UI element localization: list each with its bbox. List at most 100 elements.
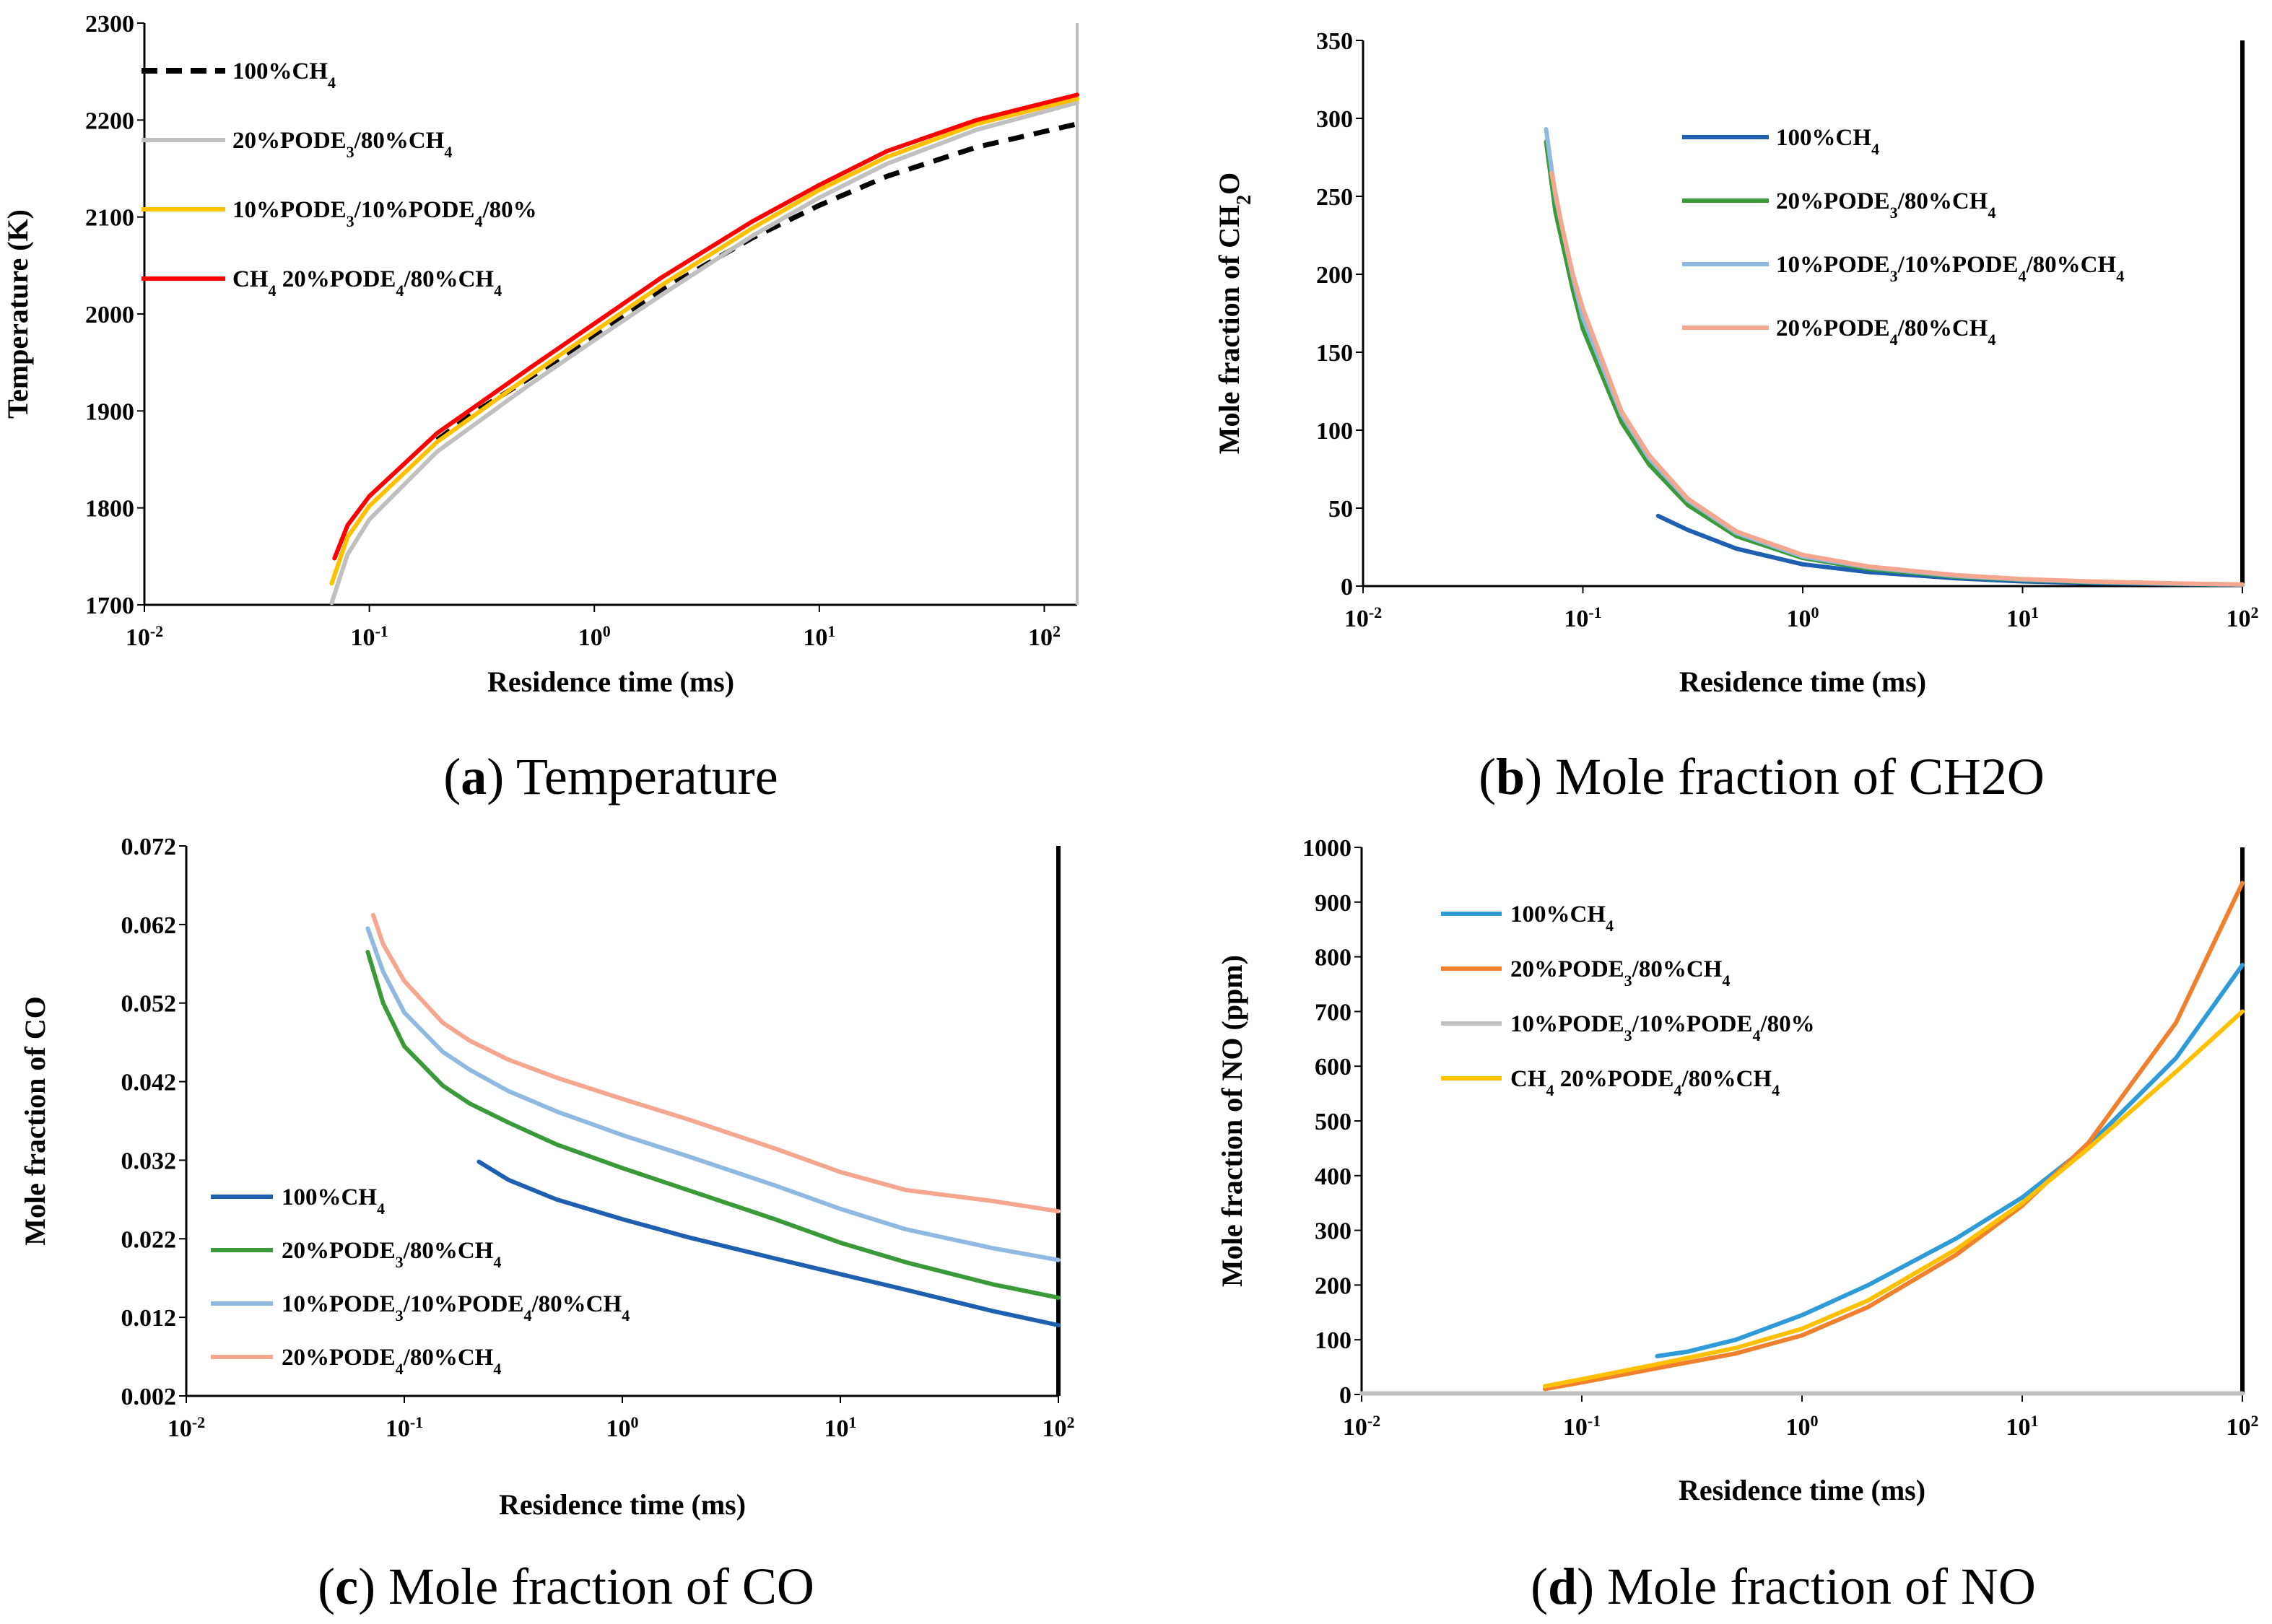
chart-c: 0.002 0.012 0.022 0.032 0.042 0.052 0.062 0.072… <box>19 834 1075 1615</box>
y-tick-label: 1700 <box>85 593 134 619</box>
y-axis-label: Mole fraction of CH2O <box>1213 173 1255 455</box>
y-tick-label: 0.062 <box>121 912 177 939</box>
legend: 100%CH4 20%PODE3/80%CH4 10%PODE3/10%PODE4/… <box>211 1184 630 1378</box>
y-tick-label: 350 <box>1316 28 1353 55</box>
x-tick-label: 100 <box>606 1413 639 1443</box>
series-line-10-pode3-10-pode4-80-ch4 <box>1544 127 2245 587</box>
series-line-20-pode3-80-ch4 <box>365 950 1061 1300</box>
x-tick-label: 100 <box>1787 603 1819 633</box>
series-line-100-ch4 <box>435 121 1078 442</box>
x-tick-label: 10-1 <box>386 1413 423 1443</box>
y-tick-label: 0.052 <box>121 991 177 1018</box>
y-tick-label: 700 <box>1315 999 1352 1026</box>
chart-d: 0 100 200 300 400 500 600 700 800 900 1000 10-2 10-1… <box>1216 835 2259 1615</box>
legend: 100%CH4 20%PODE3/80%CH4 10%PODE3/10%PODE4/… <box>1441 902 1815 1099</box>
series-line-20-pode4-80-ch4 <box>1549 170 2245 587</box>
y-tick-label: 50 <box>1328 496 1353 523</box>
legend-label: 20%PODE3/80%CH4 <box>1776 188 1995 222</box>
legend-label: 100%CH4 <box>282 1184 385 1218</box>
series-line-20-pode4-80-ch4 <box>332 92 1079 561</box>
y-tick-label: 300 <box>1315 1218 1352 1245</box>
y-tick-label: 0.012 <box>121 1305 177 1332</box>
x-tick-label: 10-1 <box>1563 1412 1601 1441</box>
legend-label: CH4 20%PODE4/80%CH4 <box>232 266 502 300</box>
y-tick-label: 200 <box>1316 262 1353 289</box>
y-tick-label: 1000 <box>1302 835 1352 862</box>
y-axis-label: Temperature (K) <box>1 209 34 419</box>
series-line-10-pode3-10-pode4-80-ch4 <box>365 926 1061 1262</box>
y-tick-label: 900 <box>1315 890 1352 917</box>
x-tick-label: 102 <box>2227 603 2259 633</box>
legend-label: 10%PODE3/10%PODE4/80%CH4 <box>1776 252 2124 285</box>
y-tick-label: 200 <box>1315 1272 1352 1299</box>
chart-caption: (c) Mole fraction of CO <box>318 1558 814 1615</box>
y-tick-label: 1900 <box>85 398 134 425</box>
y-tick-label: 800 <box>1315 945 1352 972</box>
legend-label: 100%CH4 <box>1776 125 1879 158</box>
y-axis-label: Mole fraction of CO <box>19 996 51 1245</box>
y-tick-label: 2200 <box>85 108 134 134</box>
y-tick-label: 100 <box>1316 418 1353 445</box>
x-tick-label: 101 <box>2006 603 2039 633</box>
legend-label: 100%CH4 <box>232 58 336 92</box>
x-tick-label: 10-2 <box>167 1413 205 1443</box>
series-line-20-pode3-80-ch4 <box>329 100 1079 606</box>
x-tick-label: 100 <box>578 622 611 652</box>
series-line-100-ch4 <box>476 1159 1061 1327</box>
chart-b: 0 50 100 150 200 250 300 350 10-2 10-1 100 101 102 Re… <box>1213 28 2259 806</box>
y-tick-label: 2100 <box>85 205 134 232</box>
y-tick-label: 0.042 <box>121 1070 177 1096</box>
x-tick-label: 102 <box>1043 1413 1075 1443</box>
y-tick-label: 150 <box>1316 340 1353 367</box>
x-tick-label: 101 <box>2006 1412 2039 1441</box>
legend-label: 20%PODE3/80%CH4 <box>1510 956 1730 990</box>
y-tick-label: 1800 <box>85 496 134 523</box>
legend-label: 20%PODE4/80%CH4 <box>282 1345 501 1378</box>
x-tick-label: 10-2 <box>126 622 163 652</box>
x-axis-label: Residence time (ms) <box>499 1488 746 1521</box>
y-tick-label: 500 <box>1315 1109 1352 1135</box>
y-tick-label: 250 <box>1316 184 1353 211</box>
chart-caption: (b) Mole fraction of CH2O <box>1479 748 2045 806</box>
legend: 100%CH4 20%PODE3/80%CH4 10%PODE3/10%PODE4/… <box>1682 125 2124 349</box>
chart-a: 1700 1800 1900 2000 2100 2200 2300 10-2 10-1 100 1… <box>1 11 1079 806</box>
series-line-20-pode3-80-ch4 <box>1542 881 2245 1392</box>
series-line-20-pode4-80-ch4 <box>1542 1009 2245 1389</box>
legend-label: 20%PODE4/80%CH4 <box>1776 315 1995 349</box>
series-line-20-pode4-80-ch4 <box>370 912 1061 1214</box>
series-line-10-pode3-10-pode4-80-ch4 <box>329 96 1079 586</box>
x-tick-label: 102 <box>2227 1412 2259 1441</box>
legend: 100%CH4 20%PODE3/80%CH4 10%PODE3/10%PODE4/… <box>142 58 537 300</box>
legend-label: 10%PODE3/10%PODE4/80% <box>232 197 537 230</box>
legend-label: 100%CH4 <box>1510 902 1614 935</box>
legend-label: 10%PODE3/10%PODE4/80%CH4 <box>282 1291 630 1324</box>
x-tick-label: 10-2 <box>1343 1412 1380 1441</box>
x-tick-label: 102 <box>1028 622 1061 652</box>
x-axis-label: Residence time (ms) <box>1679 1474 1925 1506</box>
legend-label: 20%PODE3/80%CH4 <box>232 128 452 161</box>
y-tick-label: 300 <box>1316 106 1353 133</box>
y-tick-label: 0 <box>1341 574 1353 601</box>
y-tick-label: 0 <box>1339 1382 1352 1409</box>
chart-caption: (a) Temperature <box>443 748 778 806</box>
x-tick-label: 10-2 <box>1344 603 1382 633</box>
y-tick-label: 0.072 <box>121 834 177 860</box>
x-tick-label: 10-1 <box>1564 603 1601 633</box>
chart-caption: (d) Mole fraction of NO <box>1531 1558 2036 1615</box>
y-tick-label: 100 <box>1315 1327 1352 1354</box>
x-tick-label: 10-1 <box>350 622 388 652</box>
series-line-100-ch4 <box>1655 963 2245 1358</box>
legend-label: CH4 20%PODE4/80%CH4 <box>1510 1066 1780 1099</box>
y-tick-label: 0.032 <box>121 1148 177 1174</box>
y-tick-label: 2000 <box>85 302 134 328</box>
y-tick-label: 600 <box>1315 1054 1352 1081</box>
x-tick-label: 101 <box>803 622 835 652</box>
y-tick-label: 2300 <box>85 11 134 38</box>
x-axis-label: Residence time (ms) <box>487 665 734 698</box>
x-tick-label: 101 <box>824 1413 857 1443</box>
y-axis-label: Mole fraction of NO (ppm) <box>1216 955 1248 1287</box>
legend-label: 10%PODE3/10%PODE4/80% <box>1510 1011 1815 1044</box>
legend-label: 20%PODE3/80%CH4 <box>282 1238 501 1271</box>
y-tick-label: 0.022 <box>121 1226 177 1253</box>
